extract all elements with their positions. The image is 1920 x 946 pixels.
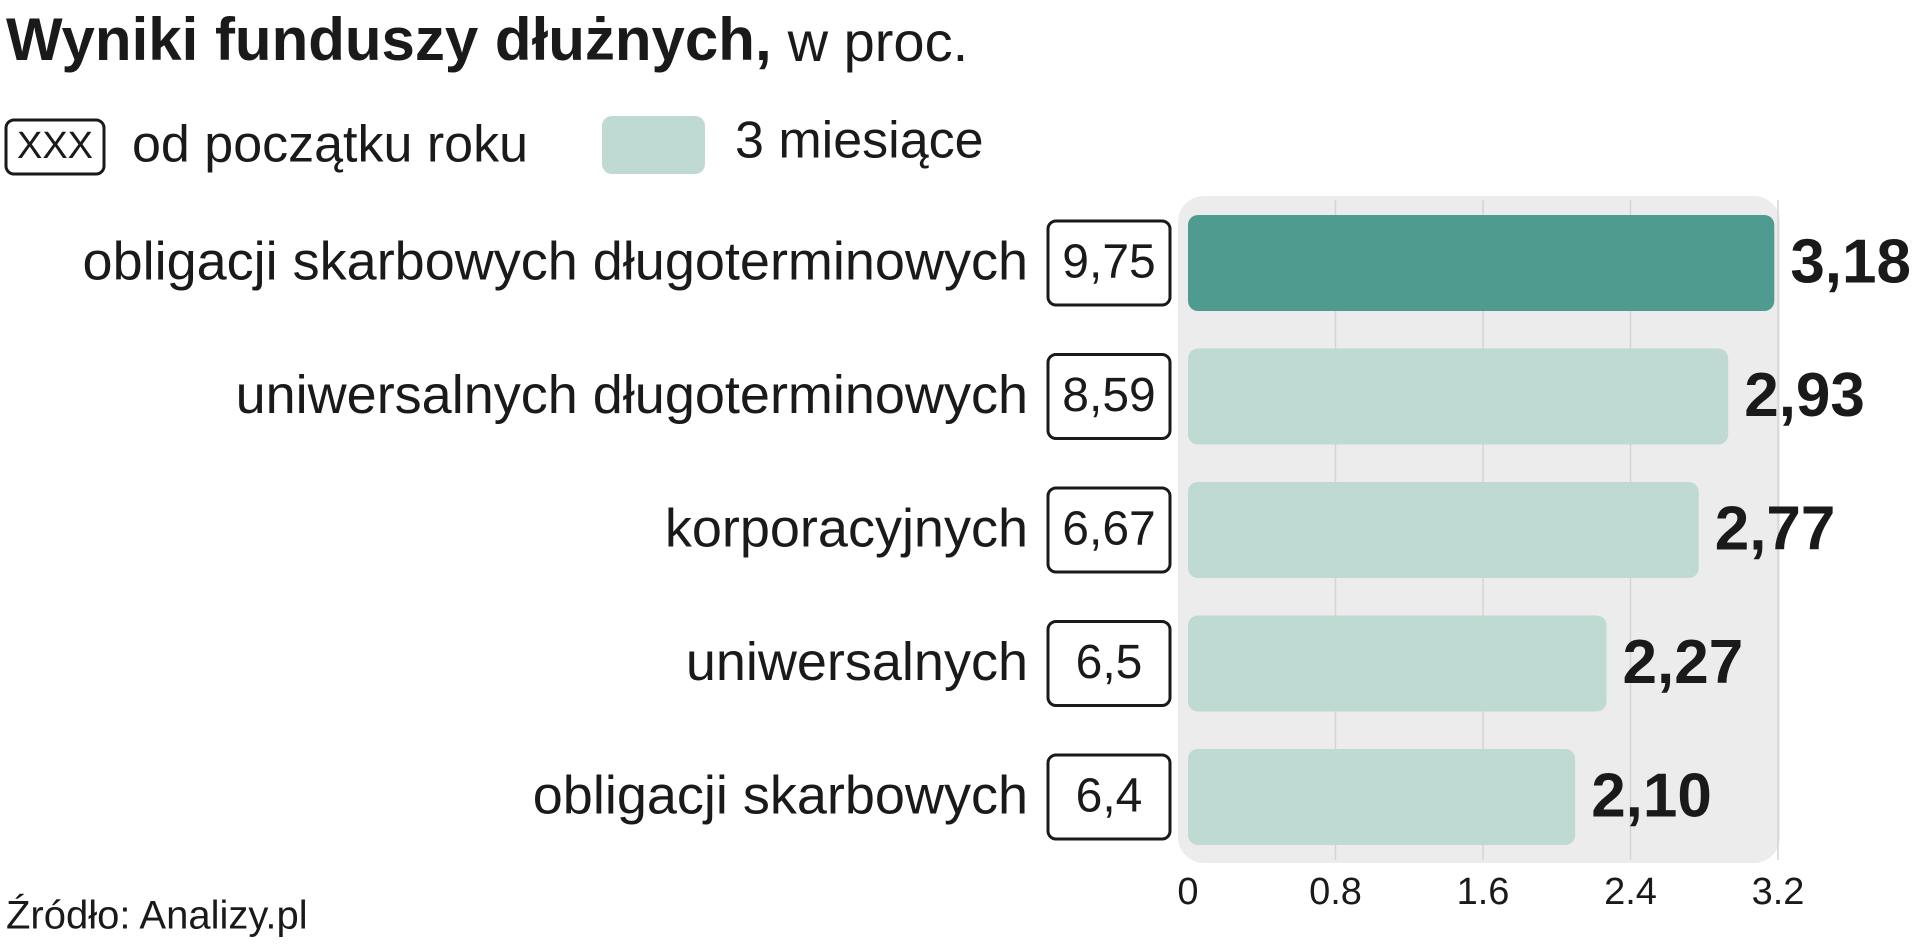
ytd-label: 8,59 [1062, 369, 1155, 422]
legend-swatch [602, 116, 705, 174]
category-label: obligacji skarbowych długoterminowych [83, 231, 1028, 291]
category-label: korporacyjnych [665, 498, 1028, 558]
category-label: obligacji skarbowych [533, 765, 1028, 825]
value-label: 3,18 [1790, 227, 1911, 296]
legend-label: 3 miesiące [735, 112, 984, 170]
ytd-box [1046, 219, 1172, 307]
ytd-label: 6,5 [1076, 636, 1143, 689]
ytd-label: 6,67 [1062, 503, 1155, 556]
bar [1188, 215, 1775, 311]
x-tick-label: 0.8 [1309, 871, 1362, 913]
x-tick-label: 0 [1177, 871, 1198, 913]
legend-label: od początku roku [132, 116, 528, 174]
x-tick-label: 1.6 [1457, 871, 1510, 913]
bar [1188, 348, 1729, 445]
x-tick-label: 2.4 [1604, 871, 1657, 913]
value-label: 2,93 [1744, 361, 1865, 430]
x-tick-label: 3.2 [1752, 871, 1805, 913]
bar [1188, 482, 1699, 578]
value-label: 2,27 [1623, 628, 1744, 697]
value-label: 2,77 [1715, 494, 1836, 563]
category-label: uniwersalnych długoterminowych [236, 365, 1028, 425]
ytd-box [1046, 753, 1172, 841]
legend-box-sample [4, 118, 106, 176]
ytd-box [1046, 486, 1172, 574]
source: Źródło: Analizy.pl [6, 893, 308, 938]
ytd-label: 6,4 [1076, 770, 1143, 823]
ytd-box [1046, 353, 1172, 440]
chart-subtitle: w proc. [787, 10, 969, 73]
ytd-box [1046, 620, 1172, 707]
value-label: 2,10 [1591, 761, 1712, 830]
chart-title: Wyniki funduszy dłużnych, [6, 6, 772, 73]
legend-sample-text: XXX [17, 125, 93, 167]
ytd-label: 9,75 [1062, 236, 1155, 289]
bar [1188, 615, 1607, 712]
category-label: uniwersalnych [686, 632, 1028, 692]
bar [1188, 749, 1576, 845]
